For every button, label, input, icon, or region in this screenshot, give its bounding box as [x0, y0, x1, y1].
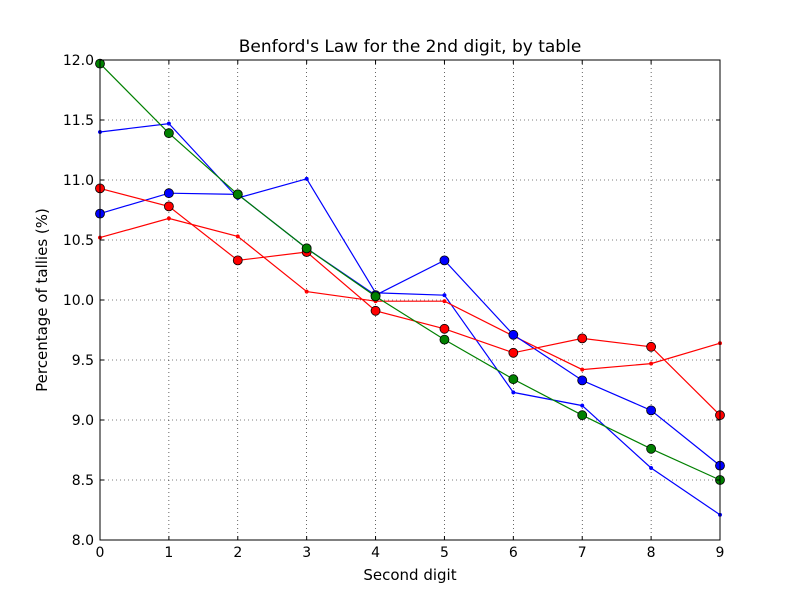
- data-point: [163, 201, 174, 212]
- data-point: [439, 323, 450, 334]
- grid: [100, 60, 720, 540]
- data-point: [439, 255, 450, 266]
- data-point: [163, 188, 174, 199]
- x-tick-label: 2: [233, 545, 242, 561]
- x-axis-label: Second digit: [363, 566, 456, 584]
- chart-title: Benford's Law for the 2nd digit, by tabl…: [239, 37, 582, 57]
- data-point: [232, 189, 243, 200]
- data-point: [580, 403, 585, 408]
- data-point: [508, 347, 519, 358]
- x-tick-label: 3: [302, 545, 311, 561]
- y-tick-label: 9.5: [72, 353, 94, 369]
- series-line: [99, 217, 721, 371]
- series-layer: [95, 58, 725, 517]
- x-tick-label: 4: [371, 545, 380, 561]
- data-point: [511, 390, 516, 395]
- x-tick-label: 5: [440, 545, 449, 561]
- y-tick-label: 9.0: [72, 413, 94, 429]
- x-tick-label: 6: [509, 545, 518, 561]
- data-point: [301, 243, 312, 254]
- data-point: [370, 291, 381, 302]
- y-tick-label: 10.5: [63, 233, 94, 249]
- x-tick-label: 9: [716, 545, 725, 561]
- x-tick-label: 1: [164, 545, 173, 561]
- data-point: [439, 334, 450, 345]
- data-point: [304, 289, 309, 294]
- data-point: [442, 293, 447, 298]
- data-point: [577, 375, 588, 386]
- data-point: [646, 405, 657, 416]
- data-point: [166, 121, 171, 126]
- x-tick-label: 7: [578, 545, 587, 561]
- data-point: [646, 443, 657, 454]
- y-tick-label: 11.0: [63, 173, 94, 189]
- y-tick-label: 11.5: [63, 113, 94, 129]
- series-line: [99, 63, 721, 481]
- series-line: [99, 187, 721, 416]
- y-tick-label: 10.0: [63, 293, 94, 309]
- series-3: [95, 183, 725, 421]
- data-point: [580, 367, 585, 372]
- x-tick-label: 8: [647, 545, 656, 561]
- data-point: [304, 176, 309, 181]
- data-point: [163, 128, 174, 139]
- data-point: [508, 374, 519, 385]
- x-tick-label: 0: [96, 545, 105, 561]
- series-line: [99, 122, 721, 516]
- data-point: [235, 234, 240, 239]
- y-tick-label: 8.5: [72, 473, 94, 489]
- data-point: [646, 341, 657, 352]
- series-line: [99, 192, 721, 467]
- data-point: [370, 305, 381, 316]
- data-point: [232, 255, 243, 266]
- data-point: [577, 410, 588, 421]
- data-point: [508, 329, 519, 340]
- data-point: [649, 465, 654, 471]
- y-tick-label: 12.0: [63, 53, 94, 69]
- data-point: [649, 361, 654, 366]
- data-point: [442, 299, 447, 304]
- data-point: [577, 333, 588, 344]
- y-tick-label: 8.0: [72, 533, 94, 549]
- ticks: 0 1 2 3 4 5 6 7 8 9 8.0 8.5 9.0 9.5 10.0 10.5 11.0 11.5 12…: [63, 53, 725, 561]
- data-point: [166, 216, 171, 221]
- y-axis-label: Percentage of tallies (%): [33, 208, 51, 392]
